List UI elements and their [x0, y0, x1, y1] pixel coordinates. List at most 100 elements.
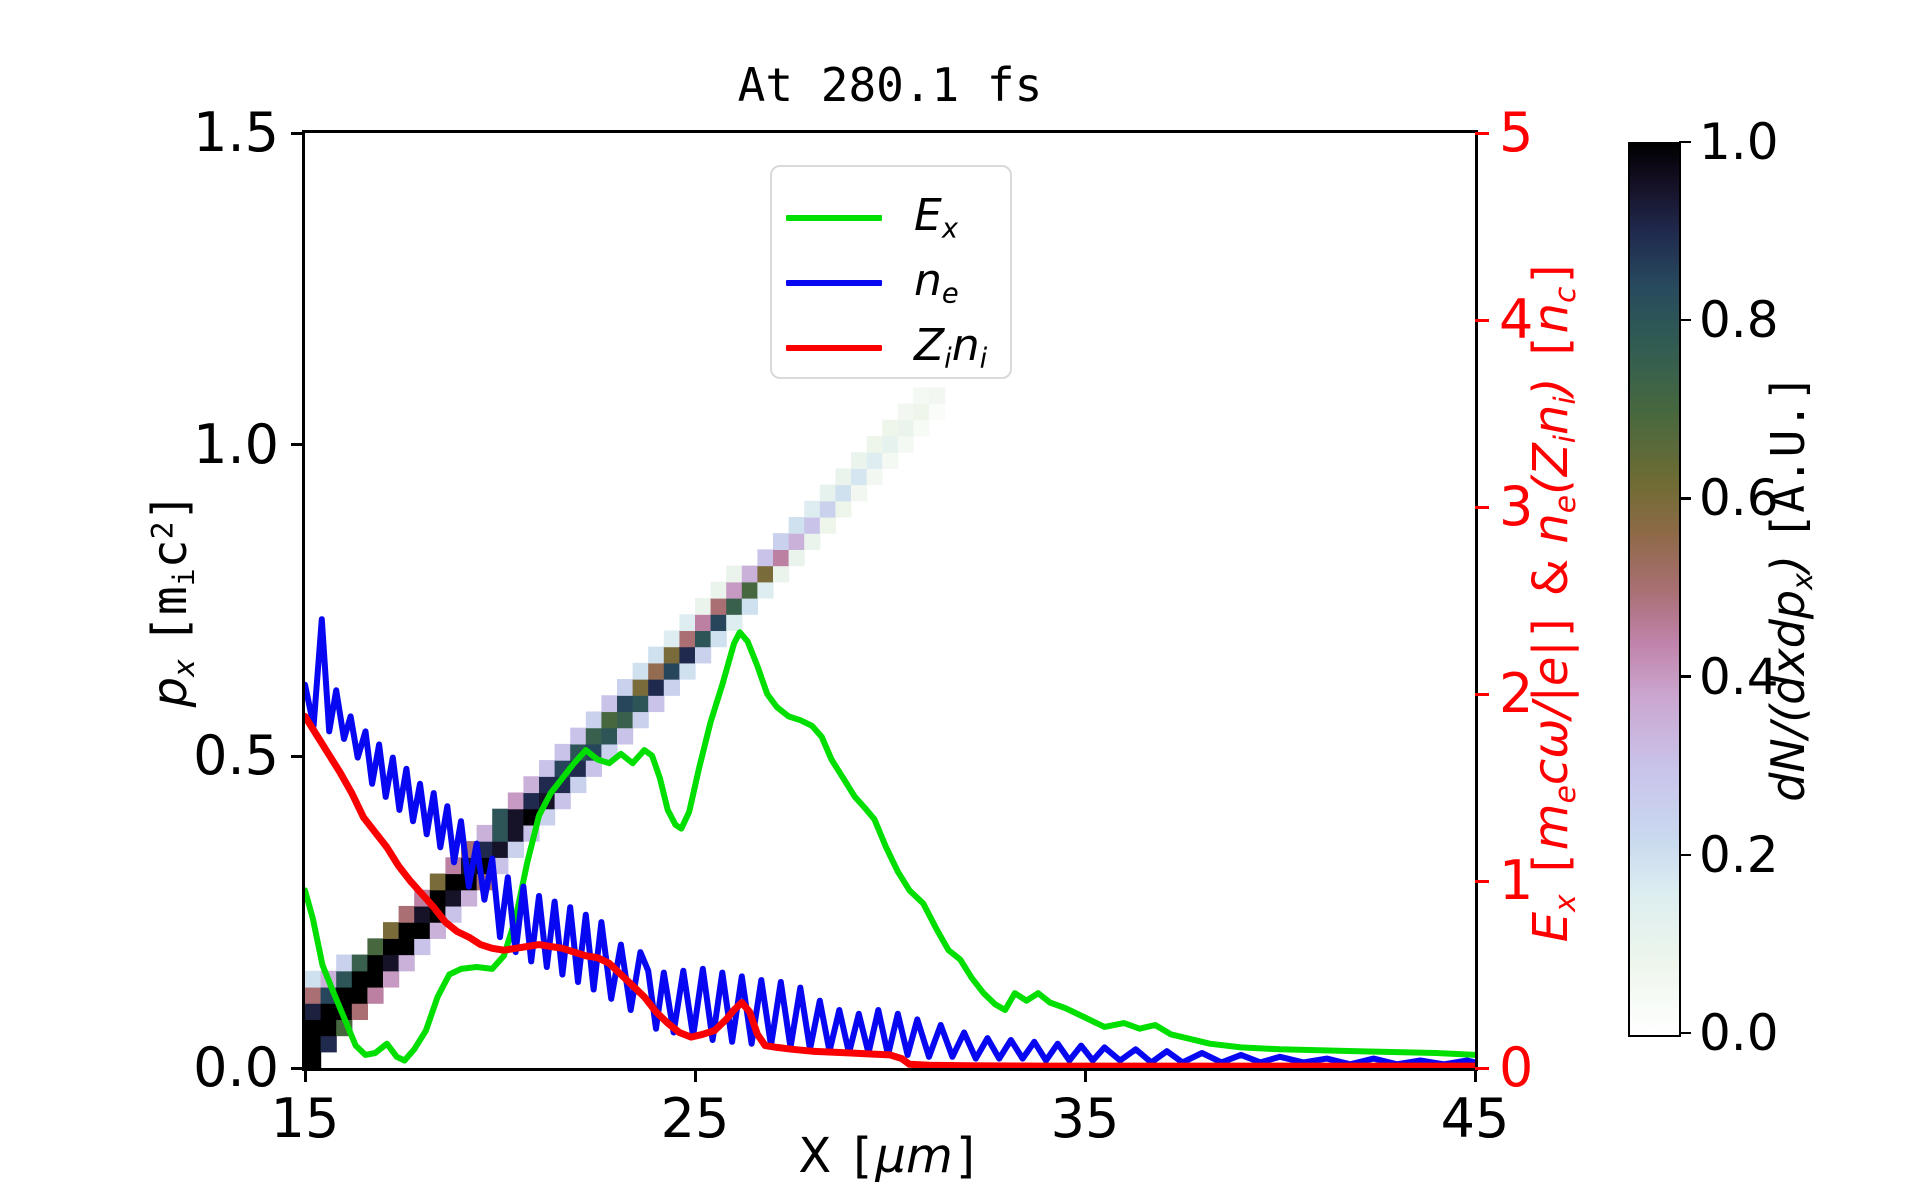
y-right-tick-mark [1475, 318, 1489, 322]
heatmap-cell [507, 808, 524, 826]
legend: Ex ne Zini [770, 165, 1012, 379]
heatmap-cell [445, 873, 462, 891]
heatmap-cell [663, 662, 680, 680]
plot-canvas [305, 387, 1475, 1068]
heatmap-cell [305, 1003, 322, 1020]
heatmap-cell [445, 905, 462, 923]
heatmap-cell [351, 954, 368, 972]
heatmap-cell [336, 986, 353, 1004]
heatmap-cell [897, 419, 914, 437]
heatmap-cell [929, 403, 946, 421]
heatmap-cell [897, 435, 914, 453]
y-right-tick-mark [1475, 692, 1489, 696]
heatmap-cell [492, 808, 509, 826]
heatmap-cell [585, 760, 602, 777]
heatmap-cell [632, 711, 649, 729]
heatmap-cell [913, 403, 930, 421]
y-left-tick-label: 0.5 [193, 724, 279, 788]
x-tick-mark [693, 1068, 697, 1082]
heatmap-cell [851, 484, 868, 502]
heatmap-cell [617, 727, 634, 745]
colorbar-tick-label: 0.8 [1699, 291, 1779, 350]
heatmap-cell [726, 614, 743, 632]
heatmap-cell [414, 922, 431, 939]
colorbar-label: dN/(dxdpx) [A.U.] [1761, 374, 1819, 802]
heatmap-cell [507, 824, 524, 842]
colorbar-tick-mark [1679, 318, 1691, 322]
ne-legend-label: ne [914, 254, 959, 310]
heatmap-cell [461, 889, 478, 907]
y-right-axis-label: Ex [mecω/|e|] & ne(Zini) [nc] [1522, 257, 1584, 943]
heatmap-cell [414, 905, 431, 923]
heatmap-cell [539, 760, 556, 777]
heatmap-cell [632, 679, 649, 696]
heatmap-cell [648, 679, 665, 696]
heatmap-cell [710, 630, 727, 648]
heatmap-cell [523, 776, 540, 794]
zini-legend-label: Zini [914, 319, 988, 375]
heatmap-cell [679, 646, 696, 664]
y-right-tick-mark [1475, 1066, 1489, 1070]
heatmap-cell [336, 970, 353, 988]
heatmap-cell [570, 776, 587, 794]
heatmap-cell [679, 630, 696, 648]
y-left-tick-label: 1.5 [193, 101, 279, 164]
heatmap-cell [819, 484, 836, 502]
heatmap-cell [866, 468, 883, 486]
heatmap-cell [445, 857, 462, 875]
heatmap-cell [367, 938, 384, 956]
heatmap-cell [835, 468, 852, 486]
heatmap-cell [741, 565, 758, 583]
heatmap-cell [773, 533, 790, 550]
heatmap-cell [913, 387, 930, 405]
heatmap-cell [383, 954, 400, 972]
x-tick-mark [1473, 1068, 1477, 1082]
heatmap-cell [601, 695, 618, 713]
heatmap-cell [507, 792, 524, 810]
y-right-tick-mark [1475, 879, 1489, 883]
y-right-tick-mark [1475, 505, 1489, 509]
ex-legend-line [786, 215, 882, 221]
heatmap-cell [398, 954, 415, 972]
heatmap-cell [554, 792, 571, 810]
heatmap-cell [804, 533, 821, 550]
heatmap-cell [585, 727, 602, 745]
heatmap-cell [757, 549, 774, 567]
heatmap-cell [804, 516, 821, 534]
x-tick-label: 45 [1440, 1087, 1510, 1150]
ne-legend-line [786, 280, 882, 286]
colorbar-tick-mark [1679, 1031, 1691, 1035]
colorbar-gradient [1630, 144, 1679, 1035]
colorbar-tick-mark [1679, 497, 1691, 500]
colorbar-tick-label: 0.0 [1699, 1004, 1779, 1062]
heatmap-cell [710, 581, 727, 599]
y-left-axis-label: px [mic2] [141, 492, 203, 708]
heatmap-cell [305, 1019, 322, 1037]
x-tick-mark [303, 1068, 307, 1082]
chart-title: At 280.1 fs [737, 58, 1043, 112]
heatmap-cell [367, 986, 384, 1004]
heatmap-cell [882, 435, 899, 453]
heatmap-cell [305, 986, 322, 1004]
heatmap-cell [773, 565, 790, 583]
heatmap-cell [507, 841, 524, 858]
heatmap-cell [398, 938, 415, 956]
y-left-tick-mark [291, 131, 305, 135]
heatmap-cell [726, 565, 743, 583]
y-right-tick-mark [1475, 131, 1489, 135]
ex-legend-label: Ex [914, 189, 958, 245]
colorbar-tick-label: 0.4 [1699, 647, 1779, 706]
heatmap-cell [492, 841, 509, 858]
y-left-tick-mark [291, 443, 305, 447]
heatmap-cell [601, 711, 618, 729]
heatmap-cell [617, 711, 634, 729]
heatmap-cell [305, 970, 322, 988]
y-left-tick-label: 0.0 [193, 1036, 279, 1099]
heatmap-cell [476, 824, 493, 842]
colorbar-tick-label: 1.0 [1699, 113, 1779, 171]
heatmap-cell [663, 679, 680, 696]
heatmap-cell [726, 581, 743, 599]
colorbar-tick-mark [1679, 140, 1691, 144]
heatmap-cell [305, 1051, 322, 1068]
